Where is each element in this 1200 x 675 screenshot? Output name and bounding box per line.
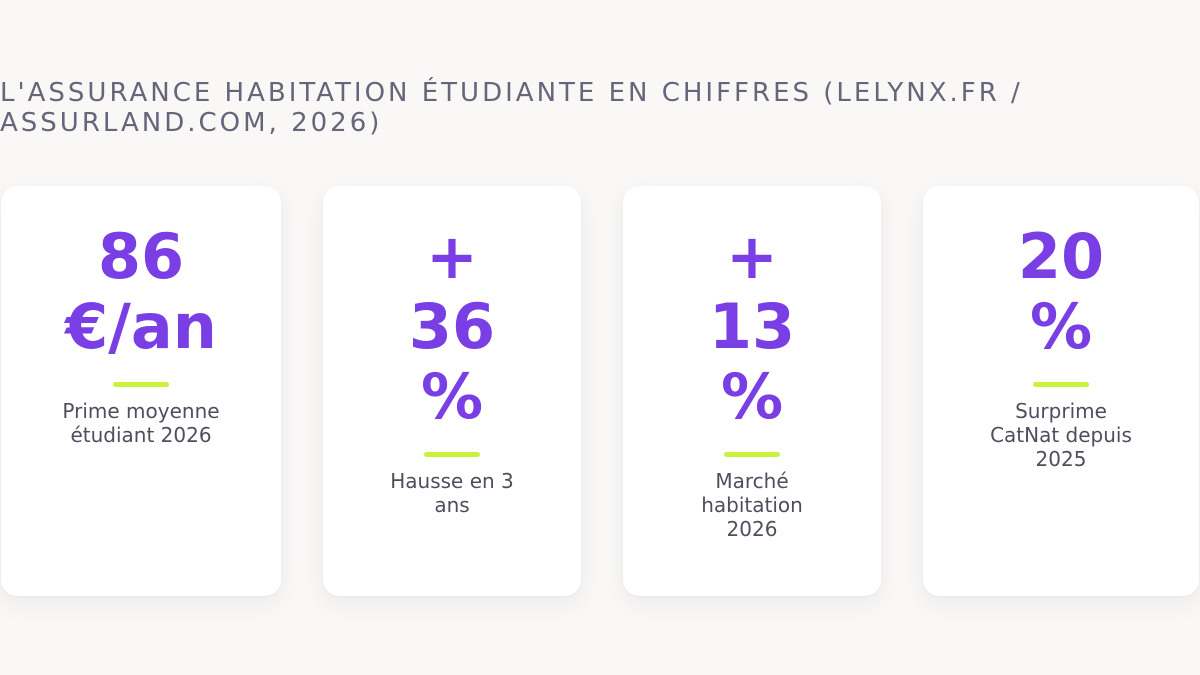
stat-label-line: Prime moyenne [62, 399, 220, 423]
stat-label: Surprime CatNat depuis 2025 [990, 399, 1132, 471]
stat-card-prime-moyenne: 86 €/an Prime moyenne étudiant 2026 [1, 186, 281, 596]
stat-label-line: ans [434, 493, 470, 517]
stat-label-line: 2025 [1035, 447, 1087, 471]
stat-card-marche-habitation: + 13 % Marché habitation 2026 [623, 186, 881, 596]
stat-label: Marché habitation 2026 [701, 469, 803, 541]
stat-value-line: + [426, 220, 478, 293]
stat-value-line: 13 [708, 290, 796, 363]
stat-label-line: CatNat depuis [990, 423, 1132, 447]
stat-label-line: 2026 [726, 517, 778, 541]
stat-value-line: 86 [97, 220, 185, 293]
stat-value: 20 % [1018, 222, 1104, 362]
accent-divider [424, 452, 480, 457]
accent-divider [113, 382, 169, 387]
stat-value-line: % [1029, 290, 1093, 363]
stat-card-surprime-catnat: 20 % Surprime CatNat depuis 2025 [923, 186, 1199, 596]
stat-card-hausse: + 36 % Hausse en 3 ans [323, 186, 581, 596]
stat-value: + 13 % [709, 222, 795, 432]
stat-label-line: habitation [701, 493, 803, 517]
page-title: L'ASSURANCE HABITATION ÉTUDIANTE EN CHIF… [0, 78, 1023, 138]
stat-value-line: €/an [65, 290, 217, 363]
stat-value-line: % [420, 360, 484, 433]
stat-value-line: 20 [1017, 220, 1105, 293]
stat-value-line: + [726, 220, 778, 293]
stat-label-line: Hausse en 3 [390, 469, 514, 493]
stat-value: + 36 % [409, 222, 495, 432]
accent-divider [1033, 382, 1089, 387]
accent-divider [724, 452, 780, 457]
stat-value: 86 €/an [65, 222, 217, 362]
stat-label-line: étudiant 2026 [70, 423, 212, 447]
stat-label-line: Marché [715, 469, 789, 493]
stat-label: Prime moyenne étudiant 2026 [62, 399, 219, 447]
stat-value-line: 36 [408, 290, 496, 363]
stat-value-line: % [720, 360, 784, 433]
stat-label: Hausse en 3 ans [390, 469, 514, 517]
stat-label-line: Surprime [1015, 399, 1107, 423]
